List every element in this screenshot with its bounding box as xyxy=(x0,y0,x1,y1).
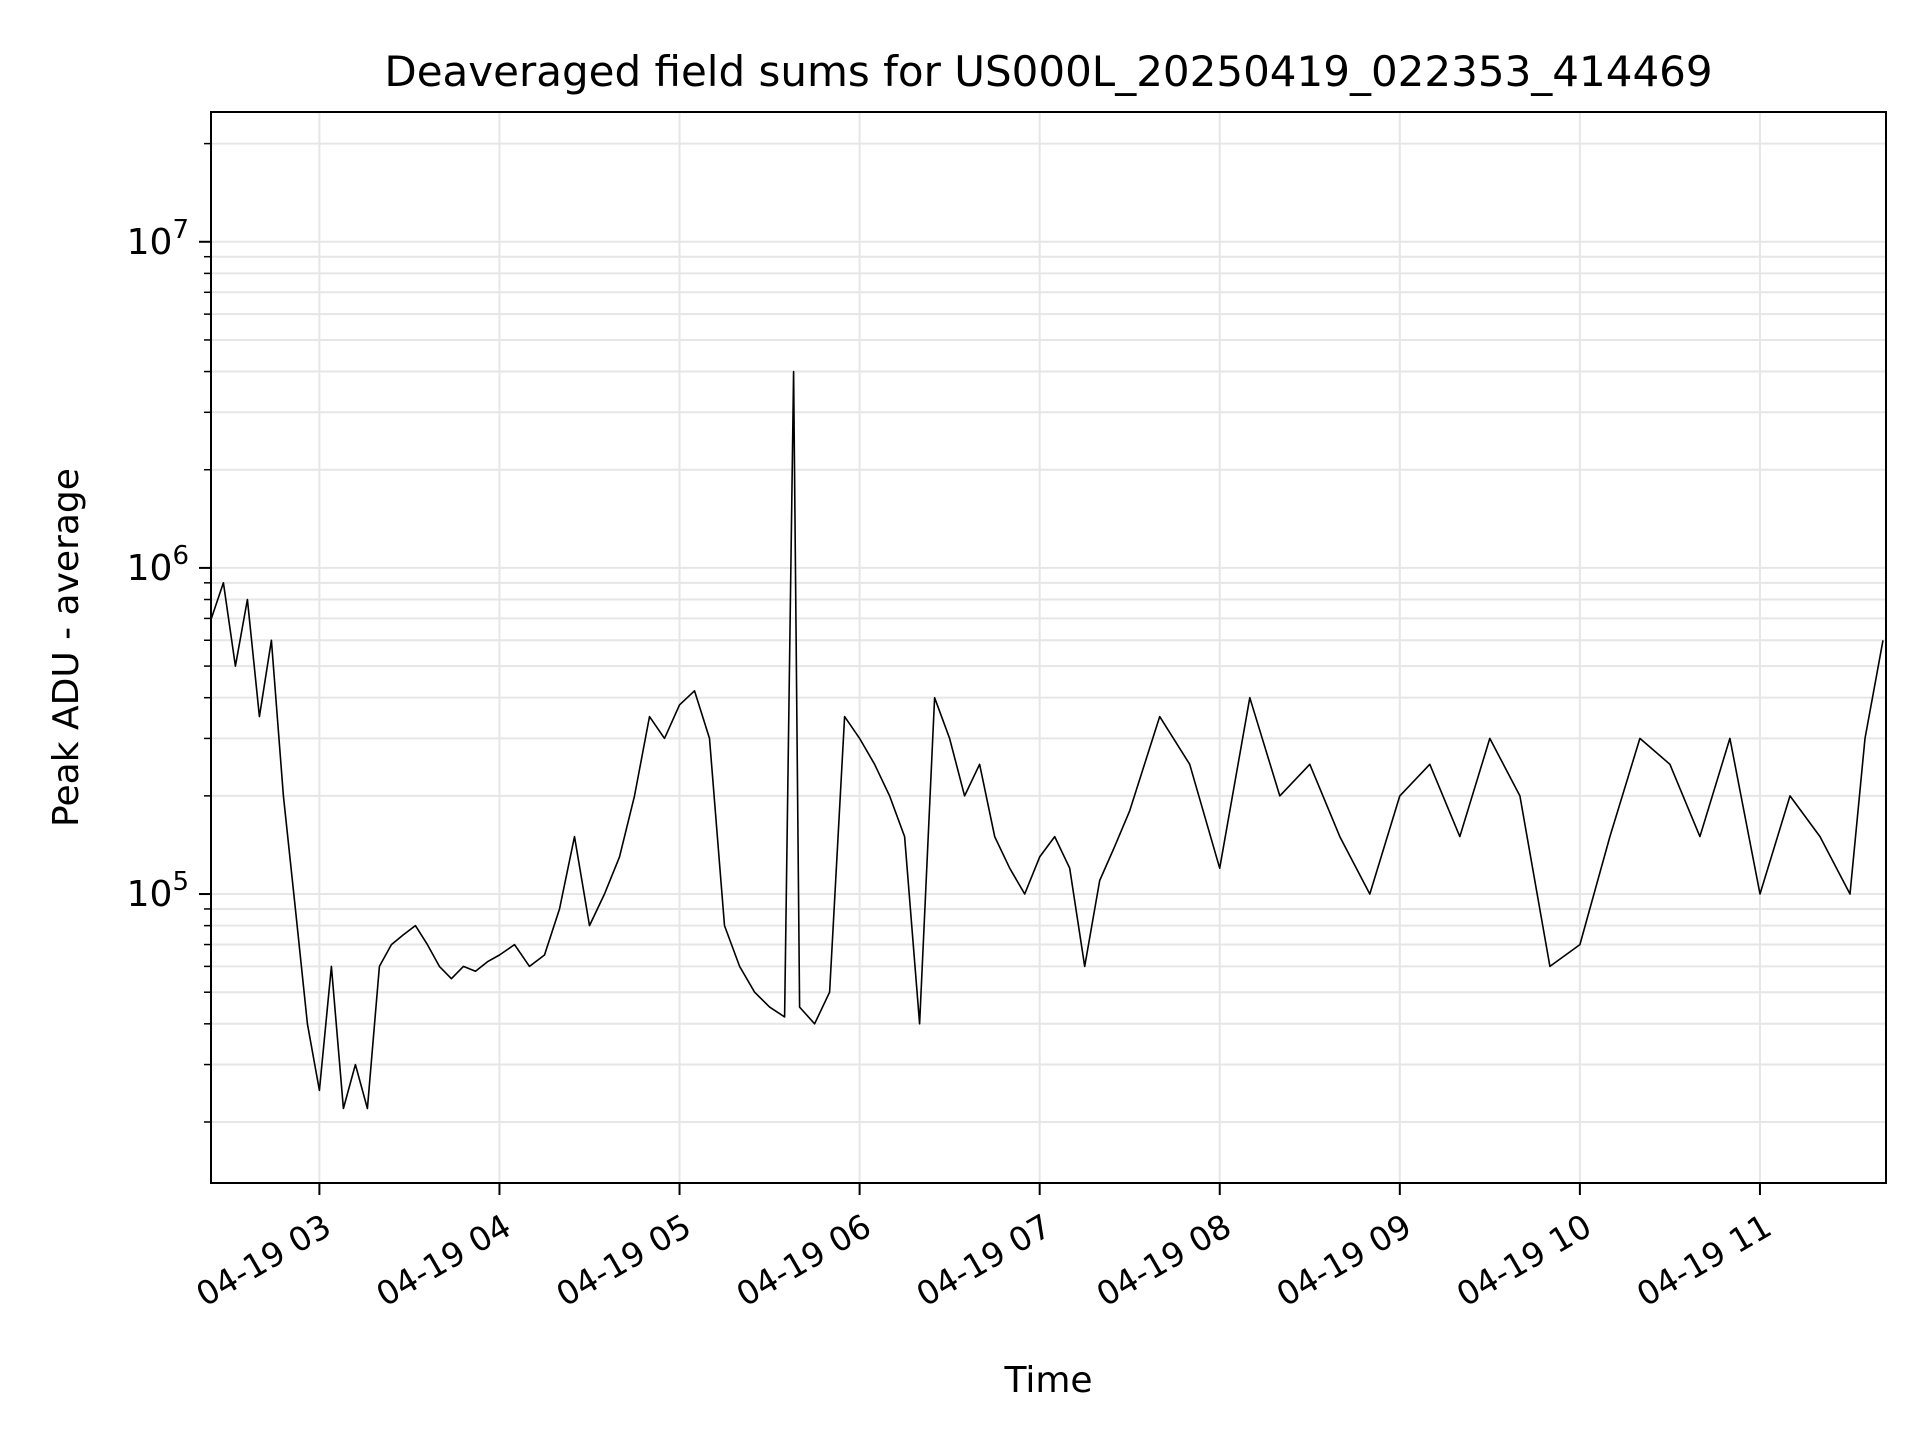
grid xyxy=(211,112,1886,1183)
chart-title: Deaveraged field sums for US000L_2025041… xyxy=(384,47,1712,96)
y-tick-label: 107 xyxy=(127,215,189,263)
series-layer xyxy=(210,370,1884,1110)
y-tick-label: 106 xyxy=(127,541,189,589)
series-line xyxy=(210,370,1884,1110)
plot-frame xyxy=(210,111,1887,1184)
y-axis-ticks: 105 106 107 xyxy=(127,142,211,1123)
y-tick-label: 105 xyxy=(127,867,189,915)
y-axis-label: Peak ADU - average xyxy=(46,468,87,827)
x-axis-label: Time xyxy=(1003,1360,1092,1401)
